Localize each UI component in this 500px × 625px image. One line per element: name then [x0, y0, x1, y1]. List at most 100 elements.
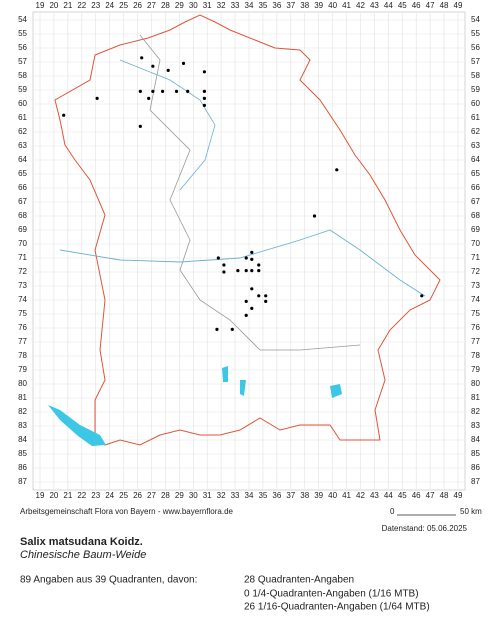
row-label: 83	[471, 421, 480, 430]
row-label: 87	[18, 477, 27, 486]
lake	[240, 380, 246, 396]
record-dot	[244, 256, 248, 260]
record-dot	[95, 96, 99, 100]
record-dot	[222, 270, 226, 274]
record-dot	[250, 257, 254, 261]
column-label: 29	[175, 1, 184, 10]
row-label: 55	[18, 29, 27, 38]
record-dot	[312, 214, 317, 218]
row-label: 54	[18, 15, 27, 24]
record-dot	[202, 70, 207, 74]
column-label: 42	[356, 491, 365, 500]
record-dot	[244, 299, 248, 303]
row-label: 67	[18, 197, 27, 206]
stats-summary: 89 Angaben aus 39 Quadranten, davon:	[20, 575, 197, 586]
column-label: 30	[189, 1, 198, 10]
row-label: 63	[471, 141, 480, 150]
row-label: 69	[18, 225, 27, 234]
row-label: 74	[471, 295, 480, 304]
record-dot	[181, 61, 186, 65]
column-label: 36	[272, 491, 281, 500]
row-label: 58	[18, 71, 27, 80]
column-label: 24	[105, 1, 114, 10]
column-label: 20	[49, 1, 58, 10]
river	[119, 59, 216, 191]
row-label: 80	[471, 379, 480, 388]
date: Datenstand: 05.06.2025	[382, 524, 468, 533]
column-label: 23	[91, 1, 100, 10]
row-label: 70	[18, 239, 27, 248]
row-label: 84	[18, 435, 27, 444]
scale-end: 50 km	[460, 507, 482, 516]
row-label: 85	[18, 449, 27, 458]
row-label: 74	[18, 295, 27, 304]
stats-line: 28 Quadranten-Angaben	[244, 575, 354, 586]
column-label: 42	[356, 1, 365, 10]
row-label: 71	[18, 253, 27, 262]
column-label: 46	[412, 491, 421, 500]
column-label: 23	[91, 491, 100, 500]
row-label: 60	[18, 99, 27, 108]
column-label: 28	[161, 1, 170, 10]
row-label: 81	[471, 393, 480, 402]
column-label: 41	[342, 1, 351, 10]
column-label: 32	[217, 1, 226, 10]
record-dot	[257, 269, 261, 273]
record-dot	[62, 113, 66, 117]
row-label: 83	[18, 421, 27, 430]
record-dot	[236, 269, 240, 273]
district-border	[139, 34, 361, 351]
row-label: 66	[471, 183, 480, 192]
column-label: 40	[328, 1, 337, 10]
column-label: 37	[286, 1, 295, 10]
record-dot	[250, 287, 254, 291]
column-label: 45	[398, 1, 407, 10]
row-label: 61	[471, 113, 480, 122]
credit: Arbeitsgemeinschaft Flora von Bayern - w…	[20, 507, 234, 516]
row-label: 69	[471, 225, 480, 234]
lake	[48, 405, 106, 446]
row-label: 64	[18, 155, 27, 164]
state-border	[54, 14, 441, 446]
column-label: 21	[63, 1, 72, 10]
row-label: 77	[18, 337, 27, 346]
row-label: 57	[18, 57, 27, 66]
scale-start: 0	[390, 507, 395, 516]
row-label: 68	[471, 211, 480, 220]
lake	[330, 384, 342, 398]
column-label: 27	[147, 491, 156, 500]
record-dot	[138, 124, 142, 128]
column-label: 43	[370, 491, 379, 500]
column-label: 47	[426, 491, 435, 500]
column-label: 34	[245, 491, 254, 500]
row-label: 81	[18, 393, 27, 402]
row-label: 56	[18, 43, 27, 52]
column-label: 40	[328, 491, 337, 500]
row-label: 79	[18, 365, 27, 374]
row-label: 72	[471, 267, 480, 276]
column-label: 45	[398, 491, 407, 500]
row-label: 54	[471, 15, 480, 24]
record-dot	[215, 327, 219, 331]
row-label: 64	[471, 155, 480, 164]
row-label: 87	[471, 477, 480, 486]
record-dot	[222, 263, 226, 267]
row-label: 67	[471, 197, 480, 206]
record-dot	[202, 89, 207, 93]
row-label: 72	[18, 267, 27, 276]
column-label: 20	[49, 491, 58, 500]
row-label: 78	[18, 351, 27, 360]
column-label: 32	[217, 491, 226, 500]
record-dot	[335, 168, 339, 172]
record-dot	[244, 269, 248, 273]
record-dot	[202, 96, 207, 100]
row-label: 70	[471, 239, 480, 248]
column-label: 31	[203, 491, 212, 500]
record-dot	[257, 263, 261, 267]
river	[59, 229, 426, 297]
row-label: 73	[18, 281, 27, 290]
row-label: 65	[18, 169, 27, 178]
stats-line: 26 1/16-Quadranten-Angaben (1/64 MTB)	[244, 602, 430, 613]
record-dot	[420, 294, 424, 298]
